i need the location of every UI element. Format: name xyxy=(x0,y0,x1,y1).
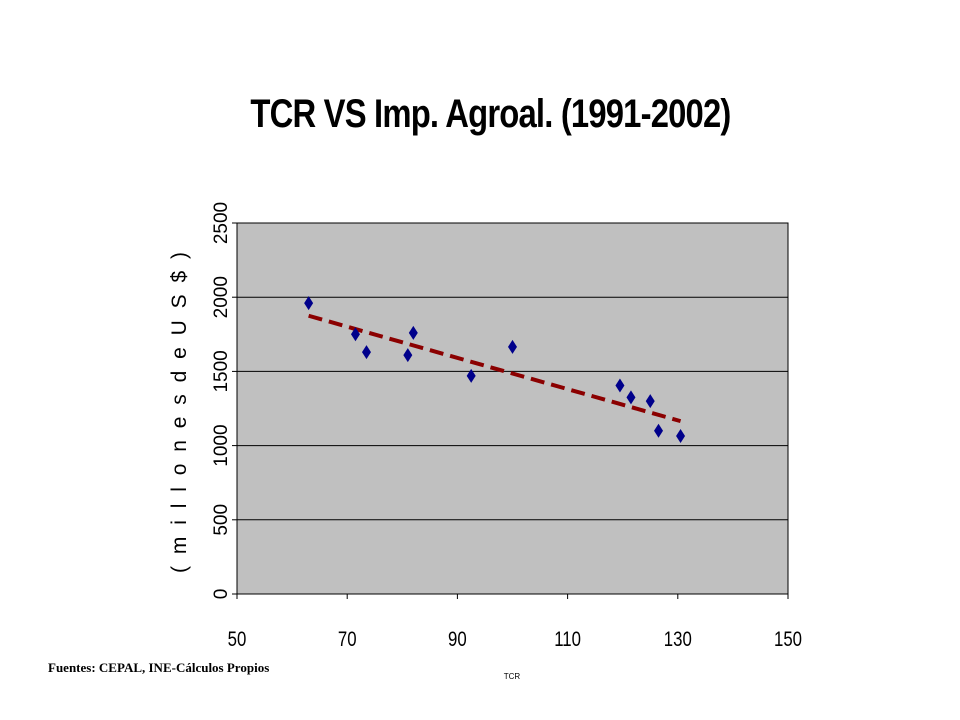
x-tick-label: 70 xyxy=(338,628,357,651)
tick-labels: 0 500 1000 1500 2000 2500 50 70 90 110 130 150 xyxy=(211,202,802,652)
data-point-marker xyxy=(654,423,664,438)
y-tick-label: 2000 xyxy=(211,276,232,318)
y-tick-label: 2500 xyxy=(211,202,232,244)
data-point-marker xyxy=(361,345,371,360)
data-point-marker xyxy=(508,339,517,354)
data-point-marker xyxy=(350,327,360,342)
y-tick-label: 1000 xyxy=(211,424,232,466)
y-tick-label: 1500 xyxy=(211,350,232,392)
plot-area xyxy=(236,222,789,595)
data-points xyxy=(304,296,686,443)
x-tick-label: 150 xyxy=(774,628,802,651)
data-point-marker xyxy=(408,325,418,340)
x-tick-label: 50 xyxy=(228,628,247,651)
y-tick-label: 0 xyxy=(211,589,232,600)
axes xyxy=(232,222,789,599)
x-tick-label: 110 xyxy=(554,628,581,651)
data-point-marker xyxy=(466,368,476,383)
data-point-marker xyxy=(676,428,686,443)
data-point-marker xyxy=(645,394,655,409)
x-tick-label: 90 xyxy=(448,628,467,651)
source-note: Fuentes: CEPAL, INE-Cálculos Propios xyxy=(48,660,270,675)
trendline xyxy=(308,313,682,424)
data-point-marker xyxy=(615,378,625,393)
grid-lines xyxy=(237,296,788,521)
x-axis-label: TCR xyxy=(504,672,521,681)
y-tick-label: 500 xyxy=(211,504,232,536)
data-point-marker xyxy=(626,390,636,405)
trendline-layer xyxy=(308,313,682,424)
data-point-marker xyxy=(304,296,314,311)
y-axis-label: ( m i l l o n e s d e U S $ ) xyxy=(168,249,191,573)
chart-title: TCR VS Imp. Agroal. (1991-2002) xyxy=(250,92,731,136)
data-point-marker xyxy=(403,348,413,363)
x-tick-label: 130 xyxy=(664,628,692,651)
